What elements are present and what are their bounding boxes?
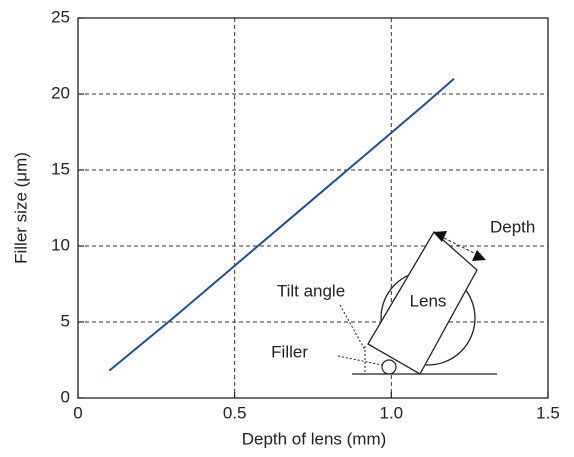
x-tick-label: 1.0	[380, 403, 404, 422]
filler-particle	[381, 359, 397, 375]
data-line	[108, 78, 455, 372]
depth-arrow	[443, 237, 477, 255]
axes: 0 0.5 1.0 1.5 0 5 10 15 20 25	[51, 7, 560, 422]
tilt-pointer	[339, 304, 366, 351]
x-tick-label: 1.5	[536, 403, 560, 422]
x-axis-label: Depth of lens (mm)	[242, 429, 387, 448]
y-tick-label: 0	[61, 387, 70, 406]
inset-diagram: Depth Lens Tilt angle Filler	[271, 217, 535, 375]
y-axis-label: Filler size (μm)	[11, 152, 30, 264]
annotation: Lens	[410, 291, 447, 310]
annotation: Depth	[490, 217, 535, 236]
plot-frame	[77, 17, 549, 399]
arrowhead	[433, 231, 447, 242]
x-tick-label: 0	[73, 403, 82, 422]
annotation: Tilt angle	[277, 281, 345, 300]
y-tick-label: 25	[51, 7, 70, 26]
x-tick-label: 0.5	[223, 403, 247, 422]
y-tick-label: 15	[51, 159, 70, 178]
y-tick-label: 20	[51, 83, 70, 102]
filler-pointer	[337, 355, 383, 366]
arrowhead	[472, 250, 486, 261]
y-tick-label: 10	[51, 235, 70, 254]
annotation: Filler	[271, 342, 308, 361]
y-tick-label: 5	[61, 311, 70, 330]
